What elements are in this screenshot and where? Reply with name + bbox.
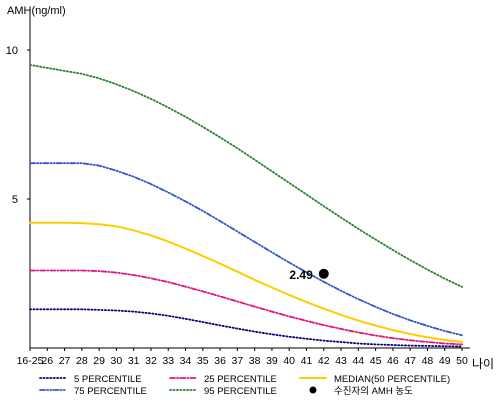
x-tick-label: 16-25 (17, 355, 44, 367)
x-tick-label: 49 (439, 355, 451, 367)
x-tick-label: 50 (456, 355, 468, 367)
legend-marker-dot (309, 386, 317, 394)
legend-label-5: 95 PERCENTILE (204, 386, 277, 397)
x-tick-label: 43 (335, 355, 347, 367)
legend-label-4: 75 PERCENTILE (74, 386, 147, 397)
x-tick-label: 34 (180, 355, 192, 367)
legend-label-2: 25 PERCENTILE (204, 374, 277, 385)
x-tick-label: 35 (197, 355, 209, 367)
legend: 5 PERCENTILE 25 PERCENTILE MEDIAN(50 PERCE… (39, 374, 450, 397)
x-tick-label: 41 (301, 355, 313, 367)
series-line-1 (29, 308, 463, 348)
series-lines (29, 64, 463, 348)
patient-amh-point (318, 268, 329, 279)
x-tick-label: 39 (266, 355, 278, 367)
patient-amh-value: 2.49 (289, 268, 313, 282)
x-tick-label: 38 (249, 355, 261, 367)
x-tick-label: 27 (59, 355, 71, 367)
x-tick-label: 26 (41, 355, 53, 367)
x-tick-label: 45 (370, 355, 382, 367)
x-tick-label: 36 (214, 355, 226, 367)
patient-marker: 2.49 (289, 268, 329, 282)
y-tick-label: 5 (12, 194, 18, 206)
legend-label-3: MEDIAN(50 PERCENTILE) (334, 374, 450, 385)
x-tick-label: 46 (387, 355, 399, 367)
x-tick-label: 28 (76, 355, 88, 367)
x-axis-label: 나이 (472, 357, 494, 371)
x-tick-label: 42 (318, 355, 330, 367)
x-tick-label: 30 (111, 355, 123, 367)
x-tick-label: 31 (128, 355, 140, 367)
x-tick-label: 48 (422, 355, 434, 367)
y-tick-label: 10 (6, 45, 18, 57)
x-tick-label: 40 (283, 355, 295, 367)
x-tick-label: 44 (352, 355, 364, 367)
series-line-4 (29, 162, 463, 337)
legend-marker-label: 수진자의 AMH 농도 (334, 386, 413, 397)
legend-label-1: 5 PERCENTILE (74, 374, 142, 385)
series-line-2 (29, 269, 463, 346)
x-tick-label: 37 (232, 355, 244, 367)
series-line-5 (29, 64, 463, 288)
x-tick-label: 32 (145, 355, 157, 367)
x-tick-label: 29 (93, 355, 105, 367)
x-tick-label: 47 (404, 355, 416, 367)
y-axis-label: AMH(ng/ml) (7, 5, 66, 17)
series-line-3 (29, 221, 463, 343)
x-tick-label: 33 (162, 355, 174, 367)
